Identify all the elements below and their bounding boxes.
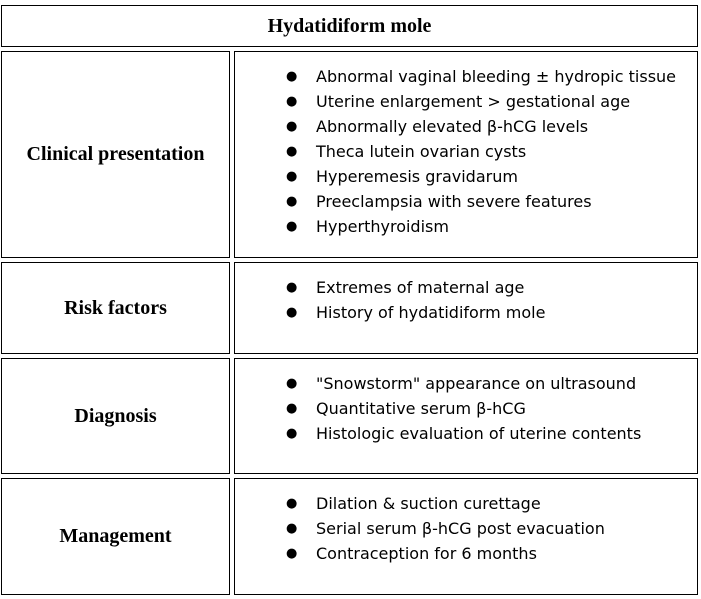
bullet-icon: ● <box>286 94 298 109</box>
bullet-icon: ● <box>286 305 298 320</box>
bullet-icon: ● <box>286 401 298 416</box>
list-item: ● "Snowstorm" appearance on ultrasound <box>235 371 697 396</box>
table-title-cell: Hydatidiform mole <box>1 5 698 47</box>
row-label-cell-management: Management <box>1 478 230 595</box>
bullet-list: ● Dilation & suction curettage ● Serial se… <box>235 491 697 566</box>
bullet-icon: ● <box>286 376 298 391</box>
list-item: ● Theca lutein ovarian cysts <box>235 139 697 164</box>
list-item: ● Extremes of maternal age <box>235 275 697 300</box>
list-item: ● Abnormally elevated β-hCG levels <box>235 114 697 139</box>
list-item: ● Dilation & suction curettage <box>235 491 697 516</box>
bullet-icon: ● <box>286 144 298 159</box>
table-title: Hydatidiform mole <box>267 14 432 37</box>
bullet-icon: ● <box>286 521 298 536</box>
list-item: ● Abnormal vaginal bleeding ± hydropic ti… <box>235 64 697 89</box>
bullet-list: ● Extremes of maternal age ● History of hy… <box>235 275 697 325</box>
row-label: Clinical presentation <box>26 143 205 165</box>
row-content-cell-clinical-presentation: ● Abnormal vaginal bleeding ± hydropic ti… <box>234 51 698 258</box>
list-item: ● Quantitative serum β-hCG <box>235 396 697 421</box>
bullet-icon: ● <box>286 546 298 561</box>
row-label-cell-risk-factors: Risk factors <box>1 262 230 354</box>
list-item: ● Contraception for 6 months <box>235 541 697 566</box>
row-label-cell-diagnosis: Diagnosis <box>1 358 230 474</box>
bullet-icon: ● <box>286 496 298 511</box>
row-label: Diagnosis <box>74 404 157 427</box>
bullet-icon: ● <box>286 169 298 184</box>
bullet-icon: ● <box>286 426 298 441</box>
list-item: ● Hyperemesis gravidarum <box>235 164 697 189</box>
list-item: ● History of hydatidiform mole <box>235 300 697 325</box>
list-item: ● Preeclampsia with severe features <box>235 189 697 214</box>
bullet-icon: ● <box>286 119 298 134</box>
bullet-list: ● Abnormal vaginal bleeding ± hydropic ti… <box>235 64 697 239</box>
bullet-icon: ● <box>286 219 298 234</box>
bullet-icon: ● <box>286 280 298 295</box>
row-label: Risk factors <box>64 296 167 319</box>
row-content-cell-management: ● Dilation & suction curettage ● Serial se… <box>234 478 698 595</box>
bullet-icon: ● <box>286 69 298 84</box>
list-item: ● Histologic evaluation of uterine conten… <box>235 421 697 446</box>
row-content-cell-risk-factors: ● Extremes of maternal age ● History of hy… <box>234 262 698 354</box>
list-item: ● Serial serum β-hCG post evacuation <box>235 516 697 541</box>
bullet-icon: ● <box>286 194 298 209</box>
list-item: ● Uterine enlargement > gestational age <box>235 89 697 114</box>
row-content-cell-diagnosis: ● "Snowstorm" appearance on ultrasound ● Q… <box>234 358 698 474</box>
row-label-cell-clinical-presentation: Clinical presentation <box>1 51 230 258</box>
row-label: Management <box>59 525 172 547</box>
bullet-list: ● "Snowstorm" appearance on ultrasound ● Q… <box>235 371 697 446</box>
list-item: ● Hyperthyroidism <box>235 214 697 239</box>
